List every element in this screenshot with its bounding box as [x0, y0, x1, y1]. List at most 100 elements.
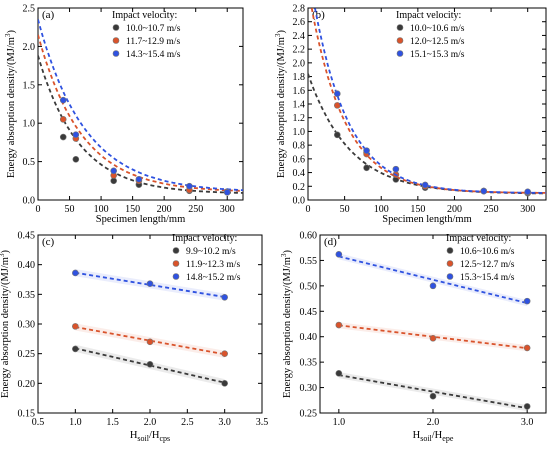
data-point: [146, 338, 154, 346]
legend-marker: [396, 24, 404, 31]
data-point: [363, 164, 370, 172]
legend: Impact velocity: 9.9~10.2 m/s 11.9~12.3 m/…: [172, 233, 241, 283]
y-axis-label-part: ): [276, 30, 287, 34]
y-axis-label-part: ): [6, 30, 17, 34]
plot-frame: [37, 7, 244, 201]
fit-line: [338, 374, 528, 410]
legend-entry: 15.3~15.4 m/s: [460, 273, 515, 283]
data-point: [59, 96, 67, 104]
series-3: [314, 8, 546, 196]
series-1: [335, 370, 531, 412]
y-tick-label: 0.35: [300, 358, 318, 369]
legend-title: Impact velocity:: [172, 233, 237, 244]
y-tick-label: 0.2: [293, 182, 306, 193]
x-tick-label: 0: [306, 204, 311, 215]
legend-title: Impact velocity:: [396, 10, 461, 21]
y-axis-label-part: 3: [4, 33, 12, 37]
series-2: [72, 323, 228, 358]
x-tick-label: 0.5: [32, 417, 45, 428]
y-tick-label: 0.0: [23, 196, 36, 207]
x-axis-label-part: /H: [149, 430, 160, 441]
y-tick-label: 2.4: [293, 31, 306, 42]
data-point: [146, 361, 154, 368]
legend-marker: [446, 273, 454, 280]
y-tick-label: 1.8: [293, 72, 306, 83]
y-tick-label: 0.6: [293, 154, 306, 165]
legend-marker: [446, 260, 454, 267]
chart-panel-3: 0.15 0.20 0.25 0.30 0.35 0.40 0.45 0.5 1.0 1.5 2.0…: [0, 231, 268, 444]
x-tick-label: 50: [340, 204, 350, 215]
y-axis-label: Energy absorption density/(MJ/m3): [274, 30, 287, 178]
legend-entry: 9.9~10.2 m/s: [186, 247, 236, 257]
data-point: [335, 251, 343, 258]
y-tick-label: 1.2: [293, 113, 306, 124]
data-point: [223, 189, 231, 196]
data-point: [59, 133, 67, 141]
data-point: [221, 380, 228, 387]
x-axis-label-part: cps: [159, 434, 170, 443]
y-axis-label: Energy absorption density/(MJ/m3): [280, 250, 293, 398]
x-tick-label: 1.5: [106, 417, 119, 428]
y-tick-label: 1.0: [293, 127, 306, 138]
y-tick-label: 0.35: [18, 290, 36, 301]
y-tick-label: 0.0: [293, 196, 306, 207]
x-tick-label: 50: [65, 204, 75, 215]
data-point: [363, 147, 370, 154]
fit-line: [308, 73, 546, 195]
series-3: [72, 269, 228, 301]
y-tick-label: 0.55: [300, 256, 318, 267]
y-tick-label: 0.60: [300, 231, 318, 242]
legend-marker: [112, 24, 120, 31]
data-point: [221, 350, 228, 357]
data-point: [72, 131, 80, 139]
data-point: [523, 297, 531, 305]
fit-line: [75, 326, 225, 356]
x-tick-label: 200: [157, 204, 172, 215]
legend-entry: 11.9~12.3 m/s: [186, 260, 240, 270]
legend: Impact velocity: 10.0~10.6 m/s 12.0~12.5 m…: [396, 10, 465, 60]
y-tick-label: 0.25: [18, 349, 36, 360]
x-axis-label-part: H: [413, 430, 421, 441]
y-tick-label: 0.40: [18, 260, 36, 271]
data-point: [110, 167, 117, 175]
data-point: [146, 280, 154, 287]
data-point: [429, 392, 437, 400]
y-axis-label-part: 3: [274, 33, 282, 37]
data-point: [72, 323, 79, 330]
chart-panel-4: 0.25 0.30 0.35 0.40 0.45 0.50 0.55 0.60 1.0 2.0 3.…: [280, 231, 547, 443]
series-1: [38, 55, 243, 196]
y-tick-label: 0.5: [23, 157, 36, 168]
data-point: [523, 403, 531, 410]
y-tick-label: 1.5: [23, 80, 36, 91]
data-point: [333, 131, 341, 139]
legend-marker: [172, 260, 180, 267]
x-tick-label: 3.0: [521, 417, 534, 428]
x-axis-label-part: soil: [137, 434, 149, 443]
x-tick-label: 2.0: [144, 417, 157, 428]
x-axis-label: Hsoil/Hepe: [413, 430, 454, 443]
x-tick-label: 100: [374, 204, 389, 215]
chart-panel-1: 0.0 0.5 1.0 1.5 2.0 2.5 0 50 100 150 200 250 300 Spec…: [4, 4, 244, 225]
y-tick-label: 2.6: [293, 17, 306, 28]
data-point: [429, 282, 437, 290]
legend-marker: [396, 50, 404, 57]
legend-entry: 10.0~10.7 m/s: [126, 24, 181, 34]
legend-entry: 10.0~10.6 m/s: [410, 24, 465, 34]
y-tick-label: 2.5: [23, 4, 36, 15]
y-tick-label: 0.15: [18, 409, 36, 420]
x-axis-label-part: epe: [442, 434, 454, 443]
data-point: [135, 175, 143, 183]
legend-title: Impact velocity:: [112, 10, 177, 21]
legend-entry: 11.7~12.9 m/s: [126, 37, 180, 47]
y-tick-label: 0.25: [300, 409, 318, 420]
y-axis-label-part: Energy absorption density/(MJ/m: [276, 37, 287, 178]
y-tick-label: 0.45: [18, 231, 36, 242]
y-axis-label-part: Energy absorption density/(MJ/m: [282, 257, 293, 398]
y-tick-label: 0.8: [293, 141, 306, 152]
x-tick-label: 0: [36, 204, 41, 215]
panel-label: (b): [312, 9, 325, 21]
x-tick-label: 150: [410, 204, 425, 215]
legend-marker: [396, 37, 404, 44]
y-axis-label: Energy absorption density/(MJ/m3): [0, 250, 11, 398]
